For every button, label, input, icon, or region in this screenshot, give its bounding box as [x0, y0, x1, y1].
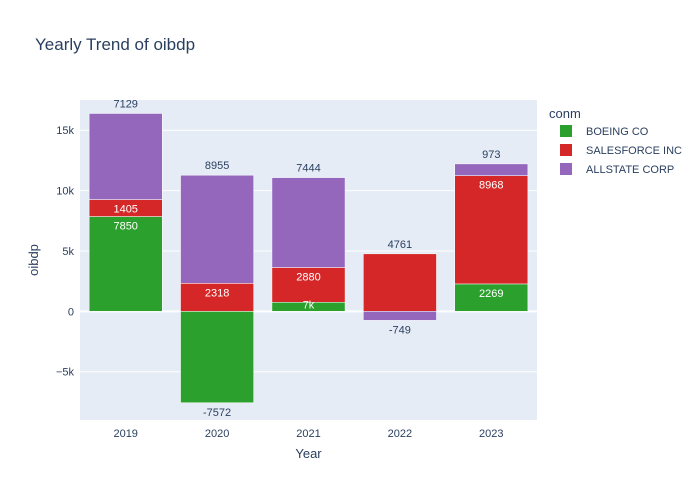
y-tick-label: 15k [56, 125, 74, 137]
bar-allstate-corp-2022 [363, 311, 437, 321]
x-tick-label: 2020 [205, 428, 229, 440]
y-tick-label: 5k [62, 246, 74, 258]
bar-boeing-co-2019 [88, 216, 163, 312]
bar-label: 8968 [479, 180, 503, 192]
bar-label: 7444 [296, 163, 320, 175]
bar-boeing-co-2023 [454, 283, 529, 312]
legend-item-label: ALLSTATE CORP [586, 164, 674, 176]
y-tick-label: 0 [68, 306, 74, 318]
bar-label: 2269 [479, 288, 503, 300]
bar-allstate-corp-2019 [88, 113, 163, 200]
x-tick-label: 2023 [479, 428, 503, 440]
legend-swatch [560, 144, 572, 156]
bar-allstate-corp-2020 [180, 174, 254, 284]
bar-label: 4761 [388, 239, 412, 251]
bar-label: -7572 [203, 407, 231, 419]
bar-salesforce-inc-2023 [454, 175, 529, 285]
y-axis-ticks: −5k 0 5k 10k 15k [56, 125, 75, 379]
bar-label: 8955 [205, 160, 229, 172]
x-axis-ticks: 2019 2020 2021 2022 2023 [113, 428, 503, 440]
bar-label: 7k [303, 299, 315, 311]
bar-allstate-corp-2023 [454, 163, 529, 176]
y-tick-label: −5k [56, 367, 75, 379]
bar-label: 7850 [113, 221, 137, 233]
legend: conm BOEING CO SALESFORCE INC ALLSTATE COR… [549, 106, 682, 176]
legend-title: conm [549, 106, 581, 121]
legend-item-label: SALESFORCE INC [586, 145, 682, 157]
legend-item-label: BOEING CO [586, 126, 649, 138]
bar-labels: 7850 1405 7129 -7572 2318 8955 7k 2880 7444 4761 -… [113, 98, 503, 418]
bar-salesforce-inc-2022 [363, 253, 437, 312]
bar-salesforce-inc-2020 [180, 283, 254, 312]
x-tick-label: 2022 [388, 428, 412, 440]
x-axis-title: Year [295, 446, 322, 461]
bar-label: 1405 [113, 204, 137, 216]
legend-swatch [560, 125, 572, 137]
bar-salesforce-inc-2021 [271, 267, 346, 303]
legend-swatch [560, 163, 572, 175]
bar-label: 2318 [205, 287, 229, 299]
bar-label: -749 [389, 324, 411, 336]
y-tick-label: 10k [56, 186, 74, 198]
bar-label: 2880 [296, 271, 320, 283]
bar-label: 7129 [113, 98, 137, 110]
bars [88, 113, 529, 404]
y-axis-title: oibdp [26, 244, 41, 276]
bar-boeing-co-2020 [180, 311, 254, 404]
chart-title: Yearly Trend of oibdp [35, 35, 195, 54]
bar-label: 973 [482, 149, 500, 161]
x-tick-label: 2019 [113, 428, 137, 440]
x-tick-label: 2021 [296, 428, 320, 440]
bar-allstate-corp-2021 [271, 177, 346, 268]
